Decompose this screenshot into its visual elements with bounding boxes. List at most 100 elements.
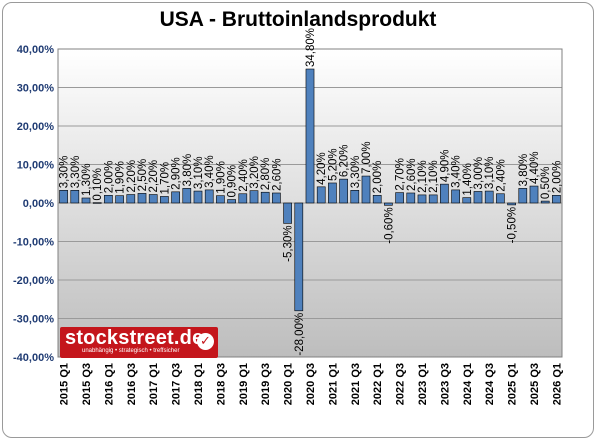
plot-border: [57, 48, 563, 358]
x-tick-label: 2021 Q1: [327, 363, 339, 405]
bar-value-label: 3,30%: [350, 156, 362, 189]
bar-value-label: 2,40%: [238, 159, 250, 192]
bar-value-label: 3,30%: [59, 156, 71, 189]
bar: [316, 186, 326, 204]
x-tick-label: 2017 Q3: [171, 363, 183, 405]
x-tick-label: 2024 Q1: [462, 363, 474, 405]
bar: [328, 182, 337, 204]
bar: [272, 192, 281, 204]
x-tick-label: 2019 Q1: [238, 363, 250, 405]
bar-value-label: 3,80%: [518, 154, 530, 187]
bar: [428, 194, 438, 204]
x-tick-label: 2023 Q3: [439, 363, 451, 405]
bar-value-label: 3,80%: [182, 154, 194, 187]
bar: [339, 178, 348, 204]
bar-value-label: 5,20%: [327, 148, 339, 181]
bar: [148, 194, 158, 204]
bar: [552, 195, 561, 204]
bar-value-label: 2,40%: [495, 159, 507, 192]
x-tick-label: 2025 Q3: [529, 363, 541, 405]
bar-value-label: 2,00%: [372, 161, 384, 194]
bar-value-label: 0,90%: [227, 165, 239, 198]
bar-value-label: -5,30%: [283, 225, 295, 261]
logo-tagline: unabhängig • strategisch • treffsicher: [82, 348, 180, 354]
bar: [249, 190, 259, 204]
bar-value-label: 34,80%: [305, 28, 317, 67]
x-tick-label: 2015 Q1: [59, 363, 71, 405]
x-tick-label: 2024 Q3: [484, 363, 496, 405]
bar: [361, 175, 371, 204]
bar: [462, 197, 472, 204]
x-tick-label: 2021 Q3: [350, 363, 362, 405]
x-tick-label: 2022 Q1: [372, 363, 384, 405]
y-tick-label: -40,00%: [13, 352, 54, 364]
bar-value-label: 3,40%: [204, 155, 216, 188]
bar: [81, 197, 91, 204]
bar: [283, 202, 292, 224]
bar: [395, 192, 404, 204]
bar: [484, 190, 494, 204]
bar: [193, 190, 203, 204]
bar-value-label: -28,00%: [294, 313, 306, 356]
x-tick-label: 2025 Q1: [507, 363, 519, 405]
x-axis: 2015 Q1 2015 Q3 2016 Q1 2016 Q3 2017 Q1 2017 …: [59, 363, 564, 405]
x-tick-label: 2018 Q3: [215, 363, 227, 405]
checkmark-icon: ✓: [197, 333, 214, 350]
bar-value-label: -0,50%: [507, 207, 519, 243]
data-labels: 3,30% 3,30% 1,30% 0,10% 2,00% 1,90% 2,20% 2,50%…: [59, 28, 564, 356]
x-tick-label: 2017 Q1: [148, 363, 160, 405]
bar-value-label: 7,00%: [361, 141, 373, 174]
bars: [59, 68, 561, 312]
x-tick-label: 2023 Q1: [417, 363, 429, 405]
x-tick-label: 2022 Q3: [395, 363, 407, 405]
bar-value-label: 1,40%: [462, 163, 474, 196]
bar-value-label: 2,70%: [395, 158, 407, 191]
bar-value-label: 1,70%: [159, 162, 171, 195]
bar-value-label: 3,30%: [70, 156, 82, 189]
bar-value-label: 2,50%: [137, 159, 149, 192]
bar: [417, 194, 427, 204]
bar: [406, 192, 416, 204]
y-tick-label: 20,00%: [17, 121, 55, 133]
bar-value-label: 2,90%: [171, 157, 183, 190]
bar-value-label: 2,10%: [417, 160, 429, 193]
bar: [182, 188, 192, 204]
y-tick-label: 40,00%: [17, 44, 55, 56]
bar-value-label: 4,40%: [529, 151, 541, 184]
y-tick-label: -30,00%: [13, 314, 54, 326]
bar: [216, 195, 225, 204]
bar-value-label: 6,20%: [339, 145, 351, 178]
y-tick-label: -10,00%: [13, 237, 54, 249]
x-tick-label: 2026 Q1: [551, 363, 563, 405]
bar: [137, 193, 147, 204]
bar: [227, 199, 236, 204]
bar: [104, 195, 113, 204]
stockstreet-logo: stockstreet.de unabhängig • strategisch …: [60, 327, 218, 358]
x-tick-label: 2020 Q1: [283, 363, 295, 405]
bar-value-label: 2,20%: [148, 160, 160, 193]
bar: [238, 193, 248, 204]
bar: [507, 202, 516, 206]
bar: [70, 189, 80, 204]
x-tick-label: 2016 Q1: [103, 363, 115, 405]
bar: [440, 183, 449, 204]
bar: [496, 193, 505, 204]
bar: [372, 195, 382, 204]
bar: [305, 68, 315, 204]
x-tick-label: 2018 Q1: [193, 363, 205, 405]
bar-value-label: 4,20%: [316, 152, 328, 185]
bar: [59, 189, 68, 204]
bar: [204, 189, 214, 204]
bar-value-label: 3,40%: [451, 155, 463, 188]
y-tick-label: 10,00%: [17, 160, 55, 172]
bar-value-label: 1,90%: [215, 161, 227, 194]
y-tick-label: 30,00%: [17, 83, 55, 95]
bar: [350, 189, 360, 204]
logo-name: stockstreet.de: [65, 327, 204, 349]
y-tick-label: -20,00%: [13, 275, 54, 287]
bar-value-label: 0,50%: [540, 166, 552, 199]
bar: [260, 191, 270, 204]
bar: [92, 202, 102, 204]
bar-value-label: 2,00%: [103, 161, 115, 194]
